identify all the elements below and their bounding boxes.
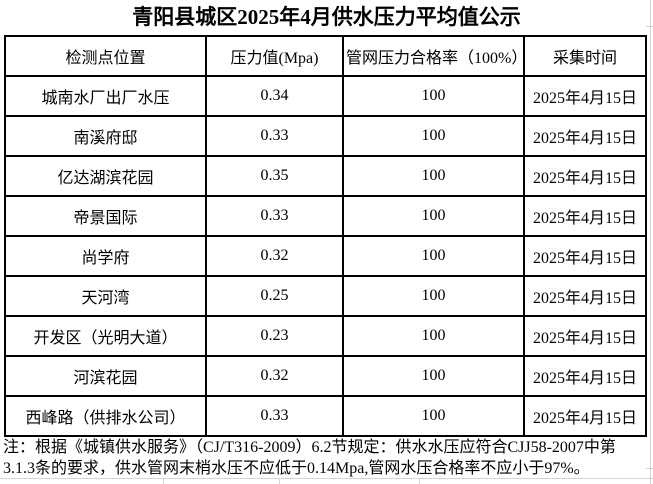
table-row: 尚学府 0.32 100 2025年4月15日: [4, 235, 647, 277]
footnote-line-1: 注：根据《城镇供水服务》（CJ/T316-2009）6.2节规定：供水水压应符合…: [3, 439, 616, 456]
collect-time-cell: 2025年4月15日: [523, 115, 647, 157]
pass-rate-cell: 100: [342, 355, 525, 397]
excel-gridline-bottom: [0, 478, 653, 479]
table-row: 河滨花园 0.32 100 2025年4月15日: [4, 355, 647, 397]
table-row: 城南水厂出厂水压 0.34 100 2025年4月15日: [4, 75, 647, 117]
col-header-pass-rate: 管网压力合格率（100%）: [342, 35, 525, 77]
collect-time-cell: 2025年4月15日: [523, 395, 647, 437]
location-cell: 帝景国际: [4, 195, 207, 237]
table-row: 天河湾 0.25 100 2025年4月15日: [4, 275, 647, 317]
pressure-cell: 0.35: [205, 155, 344, 197]
collect-time-cell: 2025年4月15日: [523, 235, 647, 277]
pressure-cell: 0.33: [205, 195, 344, 237]
location-cell: 西峰路（供排水公司）: [4, 395, 207, 437]
collect-time-cell: 2025年4月15日: [523, 315, 647, 357]
location-cell: 南溪府邸: [4, 115, 207, 157]
pressure-cell: 0.33: [205, 395, 344, 437]
pressure-cell: 0.23: [205, 315, 344, 357]
col-header-collect-time: 采集时间: [523, 35, 647, 77]
pass-rate-cell: 100: [342, 75, 525, 117]
pass-rate-cell: 100: [342, 275, 525, 317]
pressure-cell: 0.34: [205, 75, 344, 117]
excel-gridline-top-right: [646, 26, 653, 27]
table-row: 西峰路（供排水公司） 0.33 100 2025年4月15日: [4, 395, 647, 437]
excel-gridline-stub: [279, 478, 280, 484]
pass-rate-cell: 100: [342, 115, 525, 157]
pressure-cell: 0.32: [205, 235, 344, 277]
location-cell: 河滨花园: [4, 355, 207, 397]
pass-rate-cell: 100: [342, 315, 525, 357]
page-title: 青阳县城区2025年4月供水压力平均值公示: [132, 5, 521, 29]
collect-time-cell: 2025年4月15日: [523, 155, 647, 197]
col-header-location: 检测点位置: [4, 35, 207, 77]
excel-gridline-stub: [419, 478, 420, 484]
pass-rate-cell: 100: [342, 395, 525, 437]
table-row: 南溪府邸 0.33 100 2025年4月15日: [4, 115, 647, 157]
location-cell: 城南水厂出厂水压: [4, 75, 207, 117]
pressure-cell: 0.32: [205, 355, 344, 397]
table-row: 亿达湖滨花园 0.35 100 2025年4月15日: [4, 155, 647, 197]
excel-gridline-mid-right: [646, 468, 653, 469]
location-cell: 尚学府: [4, 235, 207, 277]
excel-gridline-stub: [163, 478, 164, 484]
collect-time-cell: 2025年4月15日: [523, 195, 647, 237]
location-cell: 亿达湖滨花园: [4, 155, 207, 197]
pass-rate-cell: 100: [342, 155, 525, 197]
table-header-row: 检测点位置 压力值(Mpa) 管网压力合格率（100%） 采集时间: [4, 35, 647, 77]
pressure-cell: 0.33: [205, 115, 344, 157]
pass-rate-cell: 100: [342, 235, 525, 277]
table-row: 开发区（光明大道） 0.23 100 2025年4月15日: [4, 315, 647, 357]
location-cell: 天河湾: [4, 275, 207, 317]
collect-time-cell: 2025年4月15日: [523, 75, 647, 117]
footnote-line-2: 3.1.3条的要求，供水管网末梢水压不应低于0.14Mpa,管网水压合格率不应小…: [3, 460, 590, 477]
collect-time-cell: 2025年4月15日: [523, 275, 647, 317]
location-cell: 开发区（光明大道）: [4, 315, 207, 357]
col-header-pressure: 压力值(Mpa): [205, 35, 344, 77]
collect-time-cell: 2025年4月15日: [523, 355, 647, 397]
pressure-table: 检测点位置 压力值(Mpa) 管网压力合格率（100%） 采集时间 城南水厂出厂…: [4, 35, 647, 437]
footnote: 注：根据《城镇供水服务》（CJ/T316-2009）6.2节规定：供水水压应符合…: [3, 437, 651, 479]
pressure-cell: 0.25: [205, 275, 344, 317]
pass-rate-cell: 100: [342, 195, 525, 237]
excel-gridline-right: [650, 0, 651, 484]
table-row: 帝景国际 0.33 100 2025年4月15日: [4, 195, 647, 237]
